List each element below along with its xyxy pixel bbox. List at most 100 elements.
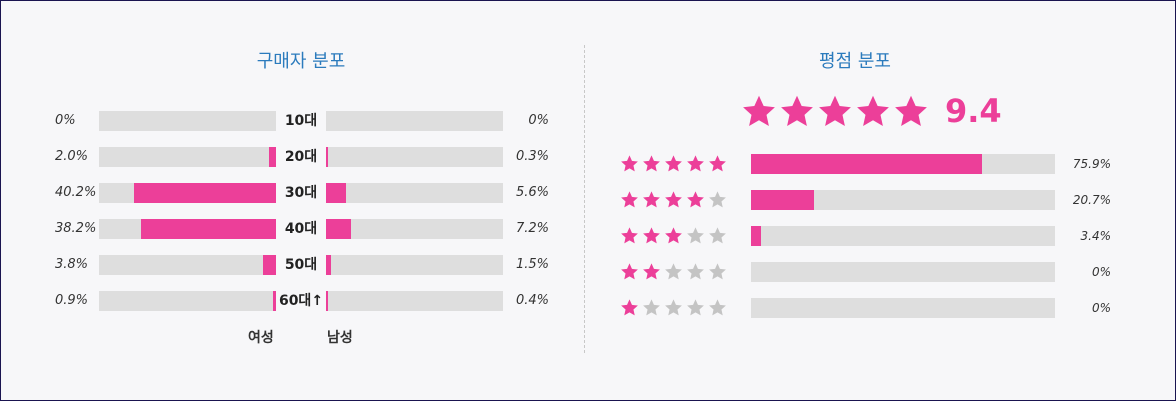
star-icon [708, 298, 727, 317]
star-icon [686, 226, 705, 245]
buyer-row: 0% 10대 0% [1, 111, 581, 147]
female-percent: 0% [55, 113, 76, 128]
buyer-row: 0.9% 60대↑ 0.4% [1, 291, 581, 327]
male-bar-track [326, 183, 503, 203]
rating-row: 75.9% [1, 154, 1171, 190]
rating-percent: 0% [1091, 265, 1111, 279]
female-percent: 2.0% [55, 149, 89, 164]
rating-row: 0% [1, 262, 1171, 298]
rating-row-stars [620, 226, 730, 249]
star-icon [664, 226, 683, 245]
age-group-label: 10대 [284, 113, 318, 129]
rating-dist-title: 평점 분포 [819, 51, 891, 72]
female-bar-track [99, 183, 276, 203]
male-label: 남성 [327, 330, 353, 346]
section-divider [584, 45, 585, 353]
rating-bar-fill [751, 226, 762, 246]
star-icon [686, 262, 705, 281]
female-percent: 0.9% [55, 293, 89, 308]
male-bar-fill [326, 255, 332, 275]
female-bar-track [99, 147, 276, 167]
male-bar-track [326, 219, 503, 239]
rating-row-stars [620, 262, 730, 285]
rating-percent: 20.7% [1072, 193, 1111, 207]
male-percent: 7.2% [515, 221, 549, 236]
rating-bar-track [751, 226, 1055, 246]
buyer-row: 38.2% 40대 7.2% [1, 219, 581, 255]
star-icon [664, 190, 683, 209]
star-icon [664, 298, 683, 317]
male-percent: 0.3% [515, 149, 549, 164]
rating-bar-track [751, 298, 1055, 318]
rating-bar-track [751, 190, 1055, 210]
female-percent: 3.8% [55, 257, 89, 272]
age-group-label: 50대 [284, 257, 318, 273]
star-icon [642, 262, 661, 281]
male-bar-fill [326, 219, 352, 239]
buyer-row: 3.8% 50대 1.5% [1, 255, 581, 291]
female-bar-fill [272, 291, 276, 311]
rating-row: 0% [1, 298, 1171, 334]
star-icon [620, 262, 639, 281]
rating-bar-fill [751, 190, 814, 210]
overall-stars [741, 93, 931, 129]
male-bar-track [326, 147, 503, 167]
star-icon [664, 154, 683, 173]
star-icon [620, 226, 639, 245]
female-bar-fill [140, 219, 276, 239]
female-bar-fill [262, 255, 276, 275]
rating-score: 9.4 [945, 92, 1002, 130]
male-bar-fill [326, 291, 328, 311]
star-icon [664, 262, 683, 281]
star-icon [686, 154, 705, 173]
female-bar-track [99, 111, 276, 131]
star-icon [620, 154, 639, 173]
male-bar-track [326, 255, 503, 275]
male-bar-fill [326, 183, 346, 203]
rating-row: 20.7% [1, 190, 1171, 226]
female-label: 여성 [248, 330, 274, 346]
star-icon [642, 190, 661, 209]
rating-bar-track [751, 262, 1055, 282]
rating-bar-fill [751, 154, 982, 174]
buyer-row: 2.0% 20대 0.3% [1, 147, 581, 183]
age-group-label: 30대 [284, 185, 318, 201]
star-icon [620, 190, 639, 209]
star-icon [893, 93, 929, 129]
male-percent: 5.6% [515, 185, 549, 200]
rating-row-stars [620, 298, 730, 321]
star-icon [855, 93, 891, 129]
male-percent: 0.4% [515, 293, 549, 308]
male-bar-fill [326, 147, 328, 167]
female-percent: 40.2% [55, 185, 97, 200]
female-bar-track [99, 255, 276, 275]
male-percent: 0% [528, 113, 549, 128]
male-bar-track [326, 291, 503, 311]
star-icon [642, 298, 661, 317]
star-icon [686, 190, 705, 209]
star-icon [708, 190, 727, 209]
star-icon [779, 93, 815, 129]
male-bar-track [326, 111, 503, 131]
female-bar-fill [268, 147, 276, 167]
rating-bar-track [751, 154, 1055, 174]
star-icon [708, 262, 727, 281]
star-icon [708, 154, 727, 173]
rating-percent: 75.9% [1072, 157, 1111, 171]
star-icon [642, 154, 661, 173]
rating-percent: 3.4% [1080, 229, 1112, 243]
age-group-label: 40대 [284, 221, 318, 237]
age-group-label: 20대 [284, 149, 318, 165]
male-percent: 1.5% [515, 257, 549, 272]
rating-row-stars [620, 154, 730, 177]
star-icon [620, 298, 639, 317]
star-icon [686, 298, 705, 317]
star-icon [642, 226, 661, 245]
female-bar-track [99, 291, 276, 311]
star-icon [741, 93, 777, 129]
star-icon [817, 93, 853, 129]
rating-row-stars [620, 190, 730, 213]
star-icon [708, 226, 727, 245]
age-group-label: 60대↑ [278, 293, 324, 309]
